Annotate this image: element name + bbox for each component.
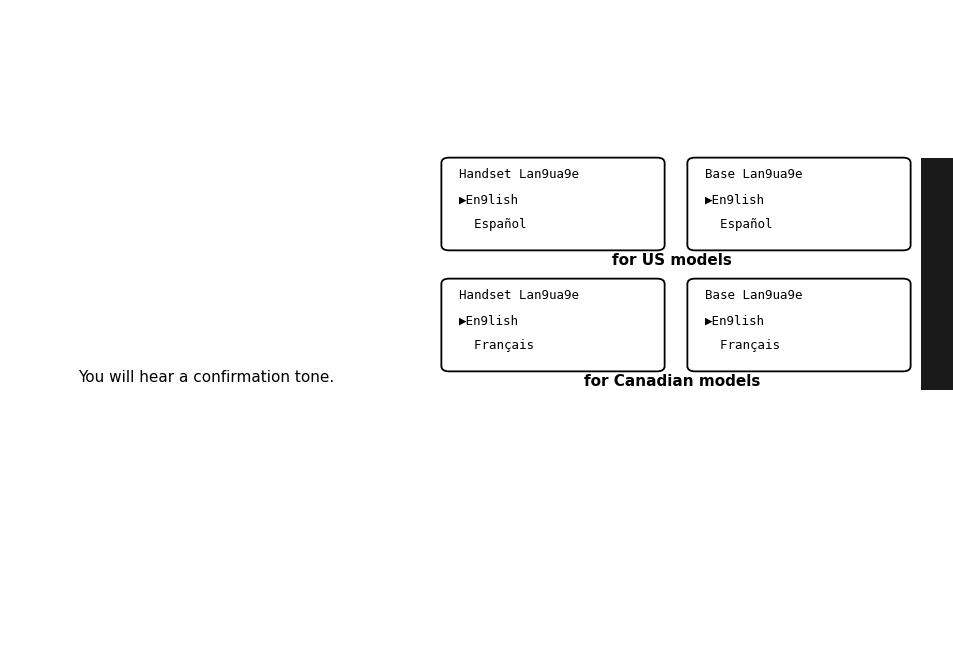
FancyBboxPatch shape [441, 158, 664, 250]
Text: Français: Français [458, 339, 533, 352]
Text: Español: Español [458, 217, 525, 231]
Text: ▶En9lish: ▶En9lish [704, 193, 763, 206]
Text: Base Lan9ua9e: Base Lan9ua9e [704, 289, 801, 303]
Text: for Canadian models: for Canadian models [583, 374, 760, 389]
Text: You will hear a confirmation tone.: You will hear a confirmation tone. [78, 370, 334, 385]
FancyBboxPatch shape [920, 158, 953, 390]
FancyBboxPatch shape [441, 278, 664, 371]
Text: Handset Lan9ua9e: Handset Lan9ua9e [458, 168, 578, 181]
Text: ▶En9lish: ▶En9lish [704, 314, 763, 327]
Text: Español: Español [704, 217, 771, 231]
FancyBboxPatch shape [687, 278, 910, 371]
Text: for US models: for US models [612, 253, 731, 268]
Text: ▶En9lish: ▶En9lish [458, 193, 518, 206]
Text: Français: Français [704, 339, 779, 352]
Text: Handset Lan9ua9e: Handset Lan9ua9e [458, 289, 578, 303]
FancyBboxPatch shape [687, 158, 910, 250]
Text: Base Lan9ua9e: Base Lan9ua9e [704, 168, 801, 181]
Text: ▶En9lish: ▶En9lish [458, 314, 518, 327]
